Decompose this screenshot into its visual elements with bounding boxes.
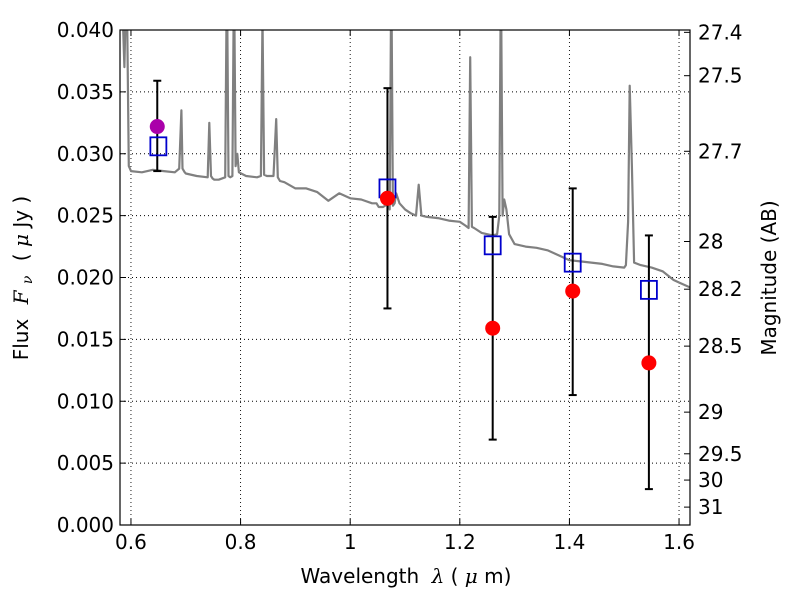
magnitude-tick-label: 28 xyxy=(698,230,723,254)
magnitude-tick-label: 28.5 xyxy=(698,334,743,358)
x-tick-label: 1 xyxy=(344,530,357,554)
magnitude-tick-label: 30 xyxy=(698,468,723,492)
model-square-marker xyxy=(483,235,502,256)
x-tick-label: 1.2 xyxy=(444,530,476,554)
y-tick-label: 0.030 xyxy=(57,142,114,166)
magnitude-tick-label: 27.5 xyxy=(698,64,743,88)
x-axis-title-prefix: Wavelength xyxy=(301,564,420,588)
x-tick-label: 0.8 xyxy=(225,530,257,554)
model-square-marker xyxy=(149,136,168,157)
x-axis-title-unit-rest: m) xyxy=(484,564,511,588)
model-square-marker xyxy=(639,279,658,300)
magnitude-tick-label: 27.7 xyxy=(698,139,743,163)
x-axis-title-unit-mu: μ xyxy=(465,564,478,588)
magnitude-axis-title: Magnitude (AB) xyxy=(757,200,781,355)
marker-layer xyxy=(149,79,658,491)
model-spectrum-line xyxy=(122,30,690,289)
y-tick-label: 0.000 xyxy=(57,513,114,537)
observed-point-marker xyxy=(641,355,657,371)
y-tick-label: 0.035 xyxy=(57,80,114,104)
magnitude-tick-label: 29 xyxy=(698,400,723,424)
x-tick-label: 1.6 xyxy=(663,530,695,554)
x-tick-label: 0.6 xyxy=(115,530,147,554)
y-tick-label: 0.005 xyxy=(57,451,114,475)
x-axis-title-symbol: λ xyxy=(431,564,445,588)
observed-point-marker xyxy=(485,320,501,336)
y-axis-title-symbol: F xyxy=(9,289,33,305)
y-tick-label: 0.015 xyxy=(57,327,114,351)
y-tick-label: 0.025 xyxy=(57,204,114,228)
y-axis-title-unit-open: ( xyxy=(9,247,33,261)
x-tick-label: 1.4 xyxy=(554,530,586,554)
magnitude-tick-label: 27.4 xyxy=(698,20,743,44)
x-axis-title: Wavelength λ ( μ m) xyxy=(301,564,512,588)
y-axis-title-unit-mu: μ xyxy=(9,234,33,247)
tick-layer: 0.6 0.8 1 1.2 1.4 1.6 0.000 0.005 0.010 0.015 0.02… xyxy=(57,18,743,554)
magnitude-tick-label: 28.2 xyxy=(698,277,743,301)
grid-layer xyxy=(120,29,690,526)
observed-point-marker xyxy=(565,283,581,299)
y-tick-label: 0.020 xyxy=(57,266,114,290)
x-axis-title-unit-open: ( xyxy=(451,564,459,588)
spectrum-layer xyxy=(122,30,690,289)
observed-point-marker xyxy=(379,190,395,206)
y-axis-title: Flux F ν ( μ Jy ) xyxy=(9,196,37,361)
magnitude-tick-label: 29.5 xyxy=(698,442,743,466)
y-tick-label: 0.010 xyxy=(57,389,114,413)
observed-point-marker xyxy=(149,119,165,135)
y-axis-title-prefix: Flux xyxy=(9,319,33,361)
model-square-marker xyxy=(563,252,582,273)
y-axis-title-unit-rest: Jy ) xyxy=(9,196,33,230)
y-axis-title-symbol-sub: ν xyxy=(20,275,36,284)
magnitude-tick-label: 31 xyxy=(698,495,723,519)
y-tick-label: 0.040 xyxy=(57,18,114,42)
